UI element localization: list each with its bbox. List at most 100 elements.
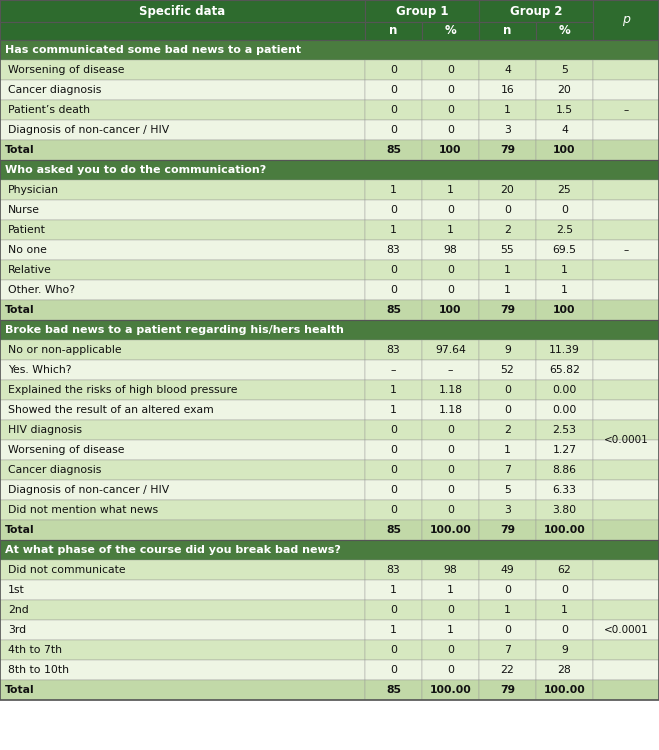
- Text: 97.64: 97.64: [435, 345, 466, 355]
- Text: 79: 79: [500, 525, 515, 535]
- Bar: [365, 340, 422, 360]
- Text: 0: 0: [390, 605, 397, 615]
- Text: 2: 2: [504, 425, 511, 435]
- Bar: [422, 360, 479, 380]
- Bar: [593, 120, 659, 140]
- Text: 1: 1: [504, 265, 511, 275]
- Text: Physician: Physician: [8, 185, 59, 195]
- Bar: [0, 240, 365, 260]
- Bar: [0, 340, 365, 360]
- Text: 0: 0: [447, 605, 454, 615]
- Text: 1.5: 1.5: [556, 105, 573, 115]
- Text: 1: 1: [390, 625, 397, 635]
- Text: 0: 0: [390, 125, 397, 135]
- Bar: [365, 620, 422, 640]
- Text: 1: 1: [504, 605, 511, 615]
- Text: Patient’s death: Patient’s death: [8, 105, 90, 115]
- Bar: [422, 340, 479, 360]
- Text: 0: 0: [390, 265, 397, 275]
- Text: 1: 1: [390, 405, 397, 415]
- Text: 0: 0: [390, 485, 397, 495]
- Text: 20: 20: [501, 185, 515, 195]
- Bar: [422, 620, 479, 640]
- Text: 1: 1: [504, 445, 511, 455]
- Bar: [479, 300, 536, 320]
- Text: 69.5: 69.5: [552, 245, 577, 255]
- Text: 3: 3: [504, 125, 511, 135]
- Bar: [479, 120, 536, 140]
- Text: 0: 0: [447, 425, 454, 435]
- Bar: [422, 22, 479, 40]
- Bar: [0, 0, 365, 22]
- Text: 0: 0: [447, 465, 454, 475]
- Text: 0: 0: [504, 405, 511, 415]
- Bar: [365, 460, 422, 480]
- Bar: [536, 520, 593, 540]
- Text: 0: 0: [390, 105, 397, 115]
- Bar: [422, 140, 479, 160]
- Bar: [0, 460, 365, 480]
- Text: 0: 0: [504, 205, 511, 215]
- Bar: [479, 280, 536, 300]
- Bar: [422, 240, 479, 260]
- Text: 0: 0: [447, 205, 454, 215]
- Bar: [593, 0, 659, 40]
- Text: 0: 0: [504, 385, 511, 395]
- Bar: [536, 140, 593, 160]
- Text: 100: 100: [440, 145, 462, 155]
- Bar: [593, 600, 659, 620]
- Bar: [536, 220, 593, 240]
- Text: 16: 16: [501, 85, 515, 95]
- Text: Diagnosis of non-cancer / HIV: Diagnosis of non-cancer / HIV: [8, 485, 169, 495]
- Bar: [593, 420, 659, 440]
- Bar: [536, 340, 593, 360]
- Bar: [536, 460, 593, 480]
- Text: 11.39: 11.39: [549, 345, 580, 355]
- Bar: [593, 460, 659, 480]
- Bar: [479, 380, 536, 400]
- Bar: [536, 260, 593, 280]
- Text: 1: 1: [390, 385, 397, 395]
- Text: 4: 4: [561, 125, 568, 135]
- Bar: [479, 420, 536, 440]
- Text: 65.82: 65.82: [549, 365, 580, 375]
- Bar: [365, 200, 422, 220]
- Bar: [479, 240, 536, 260]
- Text: 8th to 10th: 8th to 10th: [8, 665, 69, 675]
- Bar: [536, 480, 593, 500]
- Text: 1: 1: [447, 585, 454, 595]
- Bar: [422, 100, 479, 120]
- Bar: [536, 420, 593, 440]
- Text: 0: 0: [390, 85, 397, 95]
- Bar: [536, 660, 593, 680]
- Text: 0: 0: [390, 205, 397, 215]
- Bar: [479, 220, 536, 240]
- Bar: [479, 680, 536, 700]
- Bar: [422, 60, 479, 80]
- Text: 0: 0: [390, 645, 397, 655]
- Bar: [422, 280, 479, 300]
- Text: At what phase of the course did you break bad news?: At what phase of the course did you brea…: [5, 545, 341, 555]
- Bar: [593, 340, 659, 360]
- Text: 52: 52: [501, 365, 515, 375]
- Bar: [365, 680, 422, 700]
- Bar: [479, 620, 536, 640]
- Text: 2: 2: [504, 225, 511, 235]
- Text: 79: 79: [500, 685, 515, 695]
- Text: Total: Total: [5, 685, 35, 695]
- Bar: [365, 440, 422, 460]
- Bar: [0, 520, 365, 540]
- Text: HIV diagnosis: HIV diagnosis: [8, 425, 82, 435]
- Text: 3.80: 3.80: [552, 505, 577, 515]
- Text: Diagnosis of non-cancer / HIV: Diagnosis of non-cancer / HIV: [8, 125, 169, 135]
- Bar: [479, 60, 536, 80]
- Text: 85: 85: [386, 305, 401, 315]
- Text: 4: 4: [504, 65, 511, 75]
- Bar: [365, 0, 479, 22]
- Bar: [0, 100, 365, 120]
- Text: Total: Total: [5, 305, 35, 315]
- Text: 3: 3: [504, 505, 511, 515]
- Text: p: p: [622, 13, 630, 26]
- Bar: [479, 100, 536, 120]
- Bar: [0, 120, 365, 140]
